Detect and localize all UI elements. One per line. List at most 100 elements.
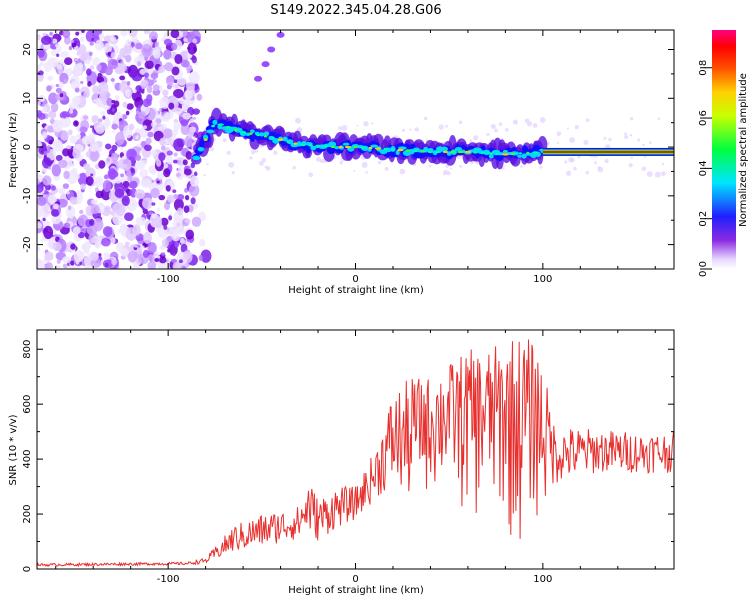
noise-blob (111, 107, 115, 112)
noise-blob (47, 166, 52, 170)
noise-blob (54, 139, 61, 147)
y-tick-label: 800 (22, 340, 33, 359)
ridge-peak (532, 151, 539, 154)
noise-blob (583, 139, 589, 145)
noise-blob (193, 203, 199, 209)
noise-blob (63, 79, 68, 84)
noise-blob (63, 222, 71, 229)
noise-blob (110, 78, 115, 82)
noise-blob (295, 117, 301, 124)
noise-blob (160, 217, 169, 227)
noise-blob (121, 174, 128, 183)
noise-blob (654, 171, 661, 178)
ridge-peak (374, 147, 382, 150)
noise-blob (206, 163, 209, 166)
noise-blob (168, 215, 173, 221)
noise-blob (77, 172, 89, 186)
noise-blob (75, 31, 80, 36)
noise-blob (228, 161, 235, 168)
noise-blob (56, 259, 61, 264)
noise-blob (89, 125, 94, 129)
ridge-peak (256, 133, 260, 137)
noise-blob (597, 166, 604, 173)
noise-blob (172, 159, 178, 164)
noise-blob (276, 31, 285, 38)
ridge-peak (233, 128, 238, 132)
noise-blob (37, 101, 41, 106)
ridge-core (342, 142, 350, 146)
noise-blob (154, 257, 160, 263)
ridge-core (454, 146, 463, 152)
noise-blob (258, 160, 264, 166)
noise-blob (89, 141, 99, 152)
noise-blob (414, 127, 419, 132)
noise-blob (120, 247, 129, 257)
noise-blob (102, 226, 113, 237)
noise-blob (486, 132, 490, 137)
x-tick-label: 0 (352, 274, 358, 285)
noise-blob (512, 119, 518, 125)
snr-y-axis: 0 200 400 600 800 (22, 340, 674, 572)
noise-blob (97, 81, 109, 97)
noise-blob (52, 119, 64, 133)
noise-blob (94, 241, 101, 249)
noise-blob (574, 125, 579, 130)
noise-blob (85, 167, 96, 179)
noise-blob (603, 136, 607, 140)
noise-blob (49, 139, 53, 145)
noise-blob (585, 170, 590, 175)
noise-blob (173, 79, 178, 84)
ridge-peak (427, 150, 434, 154)
noise-blob (73, 173, 80, 180)
noise-blob (185, 151, 193, 160)
noise-blob (132, 263, 140, 269)
noise-blob (140, 245, 145, 251)
noise-blob (131, 91, 142, 102)
noise-blob (254, 149, 258, 153)
noise-blob (443, 169, 449, 175)
noise-blob (143, 231, 152, 244)
noise-blob (163, 225, 168, 230)
ridge-peak (496, 152, 500, 156)
noise-blob (52, 241, 62, 252)
colorbar-gradient (712, 30, 736, 269)
noise-blob (184, 195, 190, 201)
noise-blob (106, 97, 113, 107)
noise-blob (62, 183, 69, 189)
ridge-core (441, 146, 448, 152)
ridge-core (517, 154, 522, 158)
noise-blob (109, 36, 117, 42)
ridge-peak (518, 152, 523, 155)
noise-blob (100, 111, 106, 116)
noise-blob (147, 260, 157, 269)
noise-blob (135, 216, 147, 226)
noise-blob (156, 180, 160, 184)
noise-blob (142, 197, 153, 210)
noise-blob (129, 180, 138, 189)
ridge-peak (360, 146, 366, 149)
noise-blob (128, 30, 138, 37)
noise-blob (187, 46, 191, 50)
noise-blob (498, 122, 503, 126)
noise-blob (134, 160, 146, 170)
noise-blob (70, 243, 76, 250)
noise-blob (42, 131, 48, 139)
noise-blob (85, 68, 92, 76)
noise-blob (365, 171, 368, 174)
noise-blob (184, 89, 193, 101)
noise-blob (408, 128, 412, 131)
noise-blob (72, 148, 81, 159)
noise-blob (163, 112, 169, 119)
noise-blob (168, 102, 175, 110)
noise-blob (171, 259, 175, 262)
noise-blob (92, 218, 104, 232)
noise-blob (103, 252, 110, 260)
ridge-core (446, 151, 452, 156)
noise-blob (315, 156, 322, 162)
noise-blob (184, 135, 193, 148)
noise-blob (70, 80, 81, 90)
noise-blob (123, 43, 133, 55)
noise-blob (80, 80, 84, 84)
